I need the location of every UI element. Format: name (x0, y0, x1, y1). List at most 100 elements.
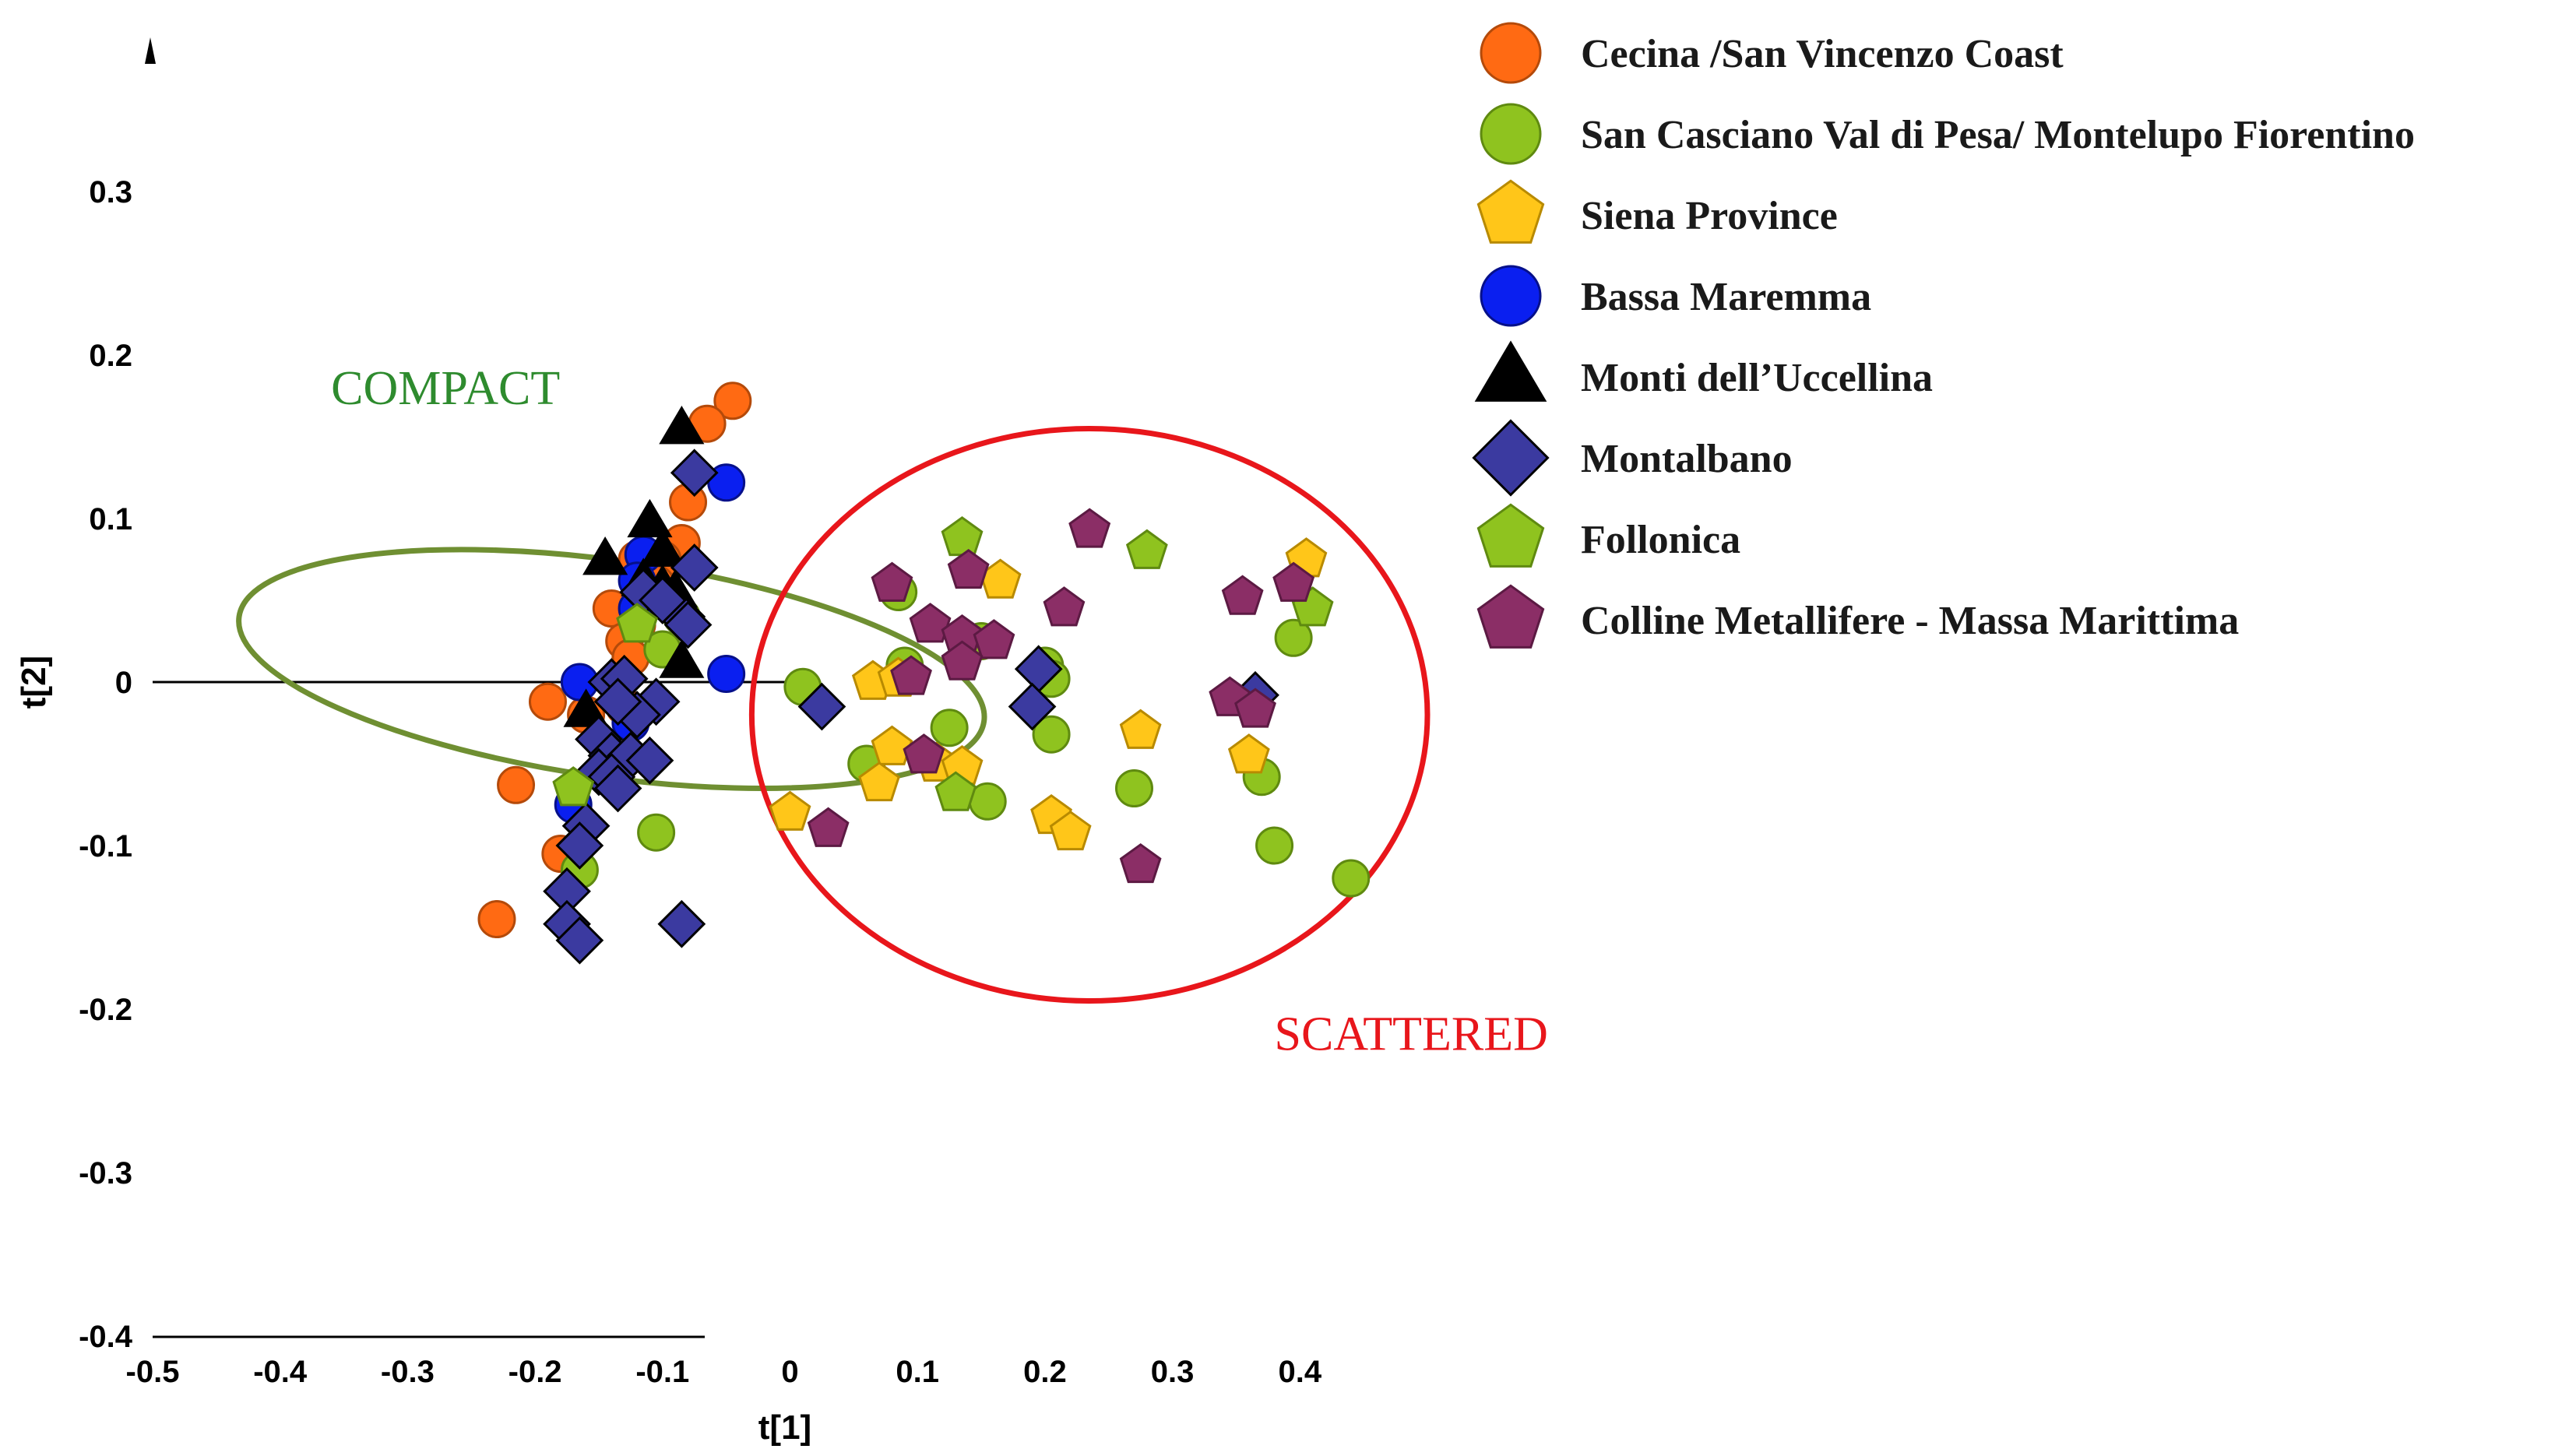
data-point (934, 771, 977, 811)
data-point (1119, 842, 1162, 884)
x-tick-label: -0.4 (253, 1355, 308, 1389)
data-point (947, 548, 990, 589)
legend-label: Follonica (1581, 518, 1740, 562)
legend-label: Monti dell’Uccellina (1581, 356, 1933, 400)
data-point (1274, 618, 1313, 657)
legend-item: Follonica (1476, 503, 1740, 568)
data-point (1049, 810, 1092, 851)
legend-marker (1476, 584, 1545, 649)
legend-label: San Casciano Val di Pesa/ Montelupo Fior… (1581, 113, 2415, 157)
data-point (871, 561, 913, 602)
data-point (1125, 529, 1168, 569)
legend-item: Siena Province (1476, 179, 1838, 244)
x-tick-label: 0.2 (1023, 1355, 1067, 1389)
x-tick-label: 0.1 (896, 1355, 939, 1389)
data-point (1032, 715, 1071, 754)
data-point (528, 682, 567, 721)
data-point (637, 813, 676, 852)
legend-item: Bassa Maremma (1480, 265, 1871, 327)
data-point (670, 448, 719, 498)
annotation-scattered: SCATTERED (1275, 1008, 1548, 1061)
x-tick-label: -0.2 (509, 1355, 562, 1389)
axes (145, 37, 787, 1338)
legend-label: Siena Province (1581, 194, 1838, 238)
y-tick-label: 0 (115, 666, 132, 700)
data-point (593, 764, 642, 813)
data-point (670, 543, 719, 592)
y-tick-label: -0.3 (79, 1156, 132, 1190)
y-tick-label: 0.2 (89, 339, 132, 373)
x-tick-label: -0.3 (381, 1355, 435, 1389)
data-point (769, 790, 811, 831)
y-tick-label: -0.2 (79, 993, 132, 1027)
data-point (890, 655, 932, 695)
data-point (582, 536, 628, 575)
x-tick-label: 0 (781, 1355, 798, 1389)
data-point (657, 899, 706, 948)
data-point (552, 766, 595, 807)
legend-marker (1480, 22, 1542, 84)
x-tick-label: -0.1 (635, 1355, 689, 1389)
legend-marker (1474, 340, 1547, 402)
data-point (903, 733, 945, 774)
data-point (555, 821, 604, 870)
data-point (930, 709, 969, 747)
data-point (941, 640, 984, 681)
data-point (477, 900, 516, 938)
data-point (1119, 709, 1162, 749)
data-point (638, 576, 687, 624)
y-tick-label: 0.1 (89, 502, 132, 536)
data-point (616, 603, 658, 643)
x-axis-label: t[1] (758, 1409, 811, 1447)
legend-item: Colline Metallifere - Massa Marittima (1476, 584, 2239, 649)
legend-marker (1480, 103, 1542, 165)
data-point (1255, 826, 1294, 865)
data-points (477, 382, 1371, 965)
legend-marker (1476, 503, 1545, 568)
data-point (871, 725, 913, 765)
series-follonica (552, 515, 1334, 811)
ticks: -0.5 -0.4 -0.3 -0.2 -0.1 0 0.1 0.2 0.3 0.40.30.20… (79, 175, 1322, 1389)
x-tick-label: 0.4 (1278, 1355, 1321, 1389)
data-point (555, 916, 604, 965)
annotations: COMPACT SCATTERED (331, 362, 1548, 1061)
annotation-compact: COMPACT (331, 362, 560, 415)
data-point (858, 761, 900, 802)
y-tick-label: 0.3 (89, 175, 132, 209)
data-point (563, 688, 609, 727)
legend: Cecina /San Vincenzo Coast San Casciano V… (1472, 22, 2415, 649)
y-tick-label: -0.1 (79, 829, 132, 863)
data-point (1272, 561, 1315, 602)
legend-item: Monti dell’Uccellina (1474, 340, 1933, 402)
data-point (1008, 682, 1057, 731)
legend-item: San Casciano Val di Pesa/ Montelupo Fior… (1480, 103, 2415, 165)
data-point (1043, 586, 1086, 627)
data-point (1068, 508, 1111, 548)
data-point (659, 406, 705, 445)
data-point (909, 603, 952, 643)
data-point (497, 765, 536, 804)
y-tick-label: -0.4 (79, 1320, 133, 1354)
data-point (659, 639, 705, 678)
data-point (713, 382, 752, 420)
data-point (625, 736, 674, 785)
x-tick-label: 0.3 (1151, 1355, 1195, 1389)
data-point (973, 619, 1015, 659)
data-point (1227, 733, 1270, 774)
data-point (807, 807, 850, 847)
data-point (797, 682, 846, 731)
legend-marker (1476, 179, 1545, 244)
data-point (1332, 859, 1371, 898)
data-point (1234, 688, 1276, 728)
legend-label: Colline Metallifere - Massa Marittima (1581, 599, 2239, 643)
x-tick-label: -0.5 (126, 1355, 180, 1389)
series-colline-metallifere-massa-marittima (807, 508, 1315, 884)
legend-label: Cecina /San Vincenzo Coast (1581, 32, 2064, 76)
legend-marker (1472, 419, 1550, 497)
ellipse-scattered (748, 426, 1431, 1004)
legend-item: Cecina /San Vincenzo Coast (1480, 22, 2064, 84)
legend-label: Bassa Maremma (1581, 275, 1871, 319)
data-point (663, 600, 713, 649)
legend-label: Montalbano (1581, 437, 1793, 481)
